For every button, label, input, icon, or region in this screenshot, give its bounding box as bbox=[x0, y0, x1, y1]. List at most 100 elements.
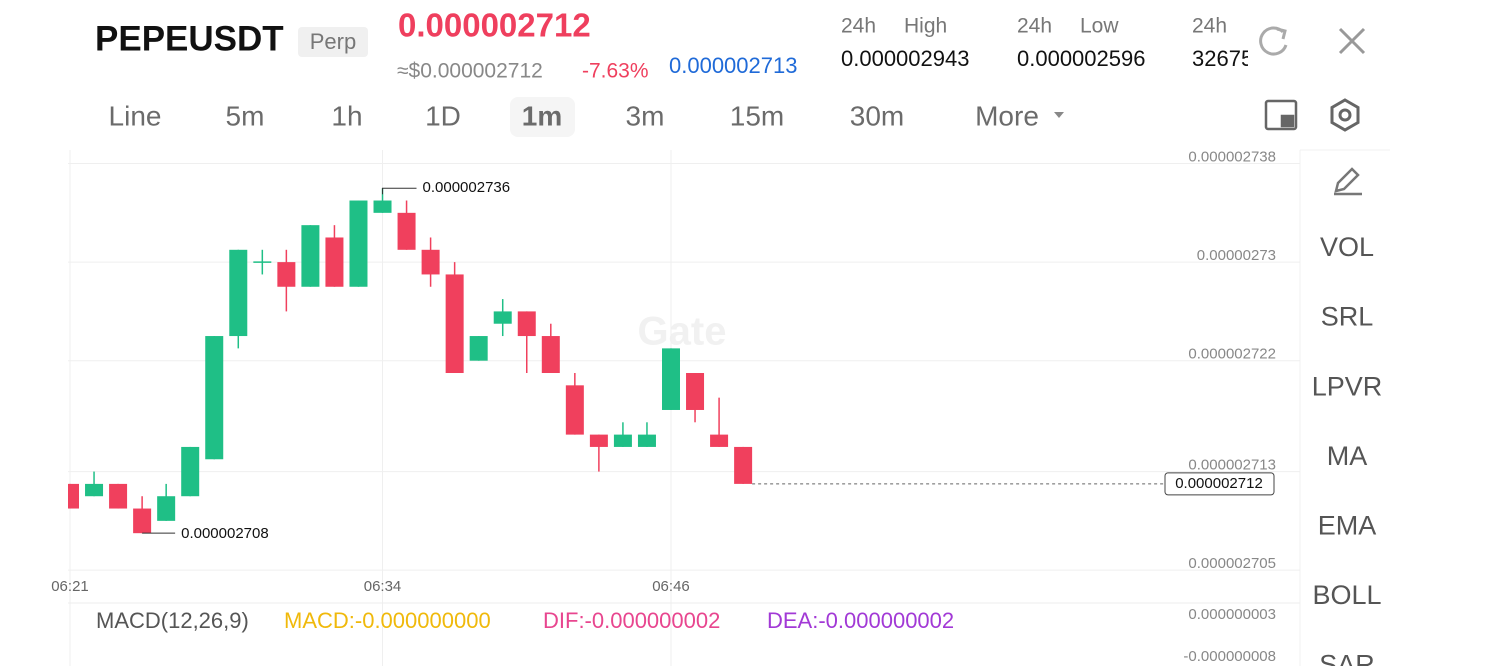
y-tick-label: 0.000002713 bbox=[1188, 457, 1276, 474]
pencil bbox=[1334, 167, 1360, 193]
chart: Gate 0.000002738 0.00000273 0.000002722 0.00… bbox=[51, 149, 1300, 666]
indicator-list: VOL SRL LPVR MA EMA BOLL SAR bbox=[1312, 232, 1383, 666]
badge: Perp bbox=[310, 29, 356, 54]
high-leader bbox=[382, 187, 417, 195]
candle-body bbox=[445, 274, 464, 374]
candle-body bbox=[397, 212, 416, 250]
candle-body bbox=[686, 373, 705, 410]
stats: 24h High 0.000002943 24h Low 0.000002596 24h 32… bbox=[841, 15, 1253, 71]
last-price-box bbox=[1164, 472, 1275, 496]
settings-icon[interactable] bbox=[1330, 98, 1360, 132]
candle-body bbox=[349, 200, 368, 287]
candle-body bbox=[277, 262, 296, 287]
candle-body bbox=[229, 249, 248, 337]
approx-price: ≈$0.000002712 bbox=[397, 60, 543, 83]
stat-label: Low bbox=[1080, 15, 1119, 38]
candle-body bbox=[493, 311, 512, 324]
indicator-button[interactable]: BOLL bbox=[1312, 580, 1381, 610]
tab[interactable]: 15m bbox=[730, 100, 784, 131]
indicator-button[interactable]: EMA bbox=[1318, 511, 1377, 541]
candle-body bbox=[68, 483, 79, 509]
x-tick-label: 06:46 bbox=[652, 578, 690, 595]
stat-period: 24h bbox=[1192, 15, 1227, 38]
x-tick-label: 06:34 bbox=[364, 578, 402, 595]
refresh-arrow bbox=[1276, 27, 1287, 40]
stat-label: High bbox=[904, 15, 947, 38]
candle-body bbox=[325, 237, 344, 287]
refresh-arc bbox=[1259, 26, 1288, 56]
candle-body bbox=[205, 336, 224, 460]
tab[interactable]: 3m bbox=[626, 100, 665, 131]
tab[interactable]: Line bbox=[109, 100, 162, 131]
y2-tick-label: 0.000000003 bbox=[1188, 606, 1276, 623]
y-tick-label: 0.00000273 bbox=[1197, 247, 1276, 264]
tab[interactable]: More bbox=[975, 100, 1039, 131]
close-icon[interactable] bbox=[1338, 27, 1366, 55]
stat-value: 0.000002596 bbox=[1017, 46, 1145, 71]
stat-value: 0.000002943 bbox=[841, 46, 969, 71]
change: -7.63% bbox=[582, 60, 649, 83]
low-label: 0.000002708 bbox=[181, 525, 269, 542]
indicator-button[interactable]: SRL bbox=[1321, 302, 1374, 332]
settings-dot bbox=[1338, 108, 1352, 122]
candle-body bbox=[734, 446, 753, 484]
indicator-button[interactable]: VOL bbox=[1320, 232, 1374, 262]
candle-body bbox=[181, 446, 200, 497]
indicator-button[interactable]: LPVR bbox=[1312, 371, 1383, 401]
candle-body bbox=[710, 434, 729, 447]
candle-body bbox=[589, 434, 608, 447]
candle-body bbox=[637, 434, 656, 447]
indicator-macd: MACD:-0.000000000 bbox=[284, 608, 491, 633]
tab[interactable]: 1D bbox=[425, 100, 461, 131]
indicator-dea: DEA:-0.000000002 bbox=[767, 608, 954, 633]
candle-body bbox=[662, 348, 680, 410]
tab[interactable]: 30m bbox=[850, 100, 904, 131]
stat-period: 24h bbox=[841, 15, 876, 38]
candle-body bbox=[133, 508, 152, 534]
stat-value: 32675 bbox=[1192, 46, 1253, 71]
price: 0.000002712 bbox=[398, 7, 591, 44]
badge-bg bbox=[298, 27, 368, 57]
mark-price: 0.000002713 bbox=[669, 53, 797, 78]
symbol: PEPEUSDT bbox=[95, 19, 284, 58]
y-tick-label: 0.000002738 bbox=[1188, 149, 1276, 166]
close-stroke bbox=[1338, 27, 1366, 55]
tab[interactable]: 1h bbox=[331, 100, 362, 131]
active-tab-bg bbox=[510, 97, 575, 137]
refresh-icon[interactable] bbox=[1259, 26, 1288, 56]
candle-body bbox=[613, 434, 632, 447]
indicator-dif: DIF:-0.000000002 bbox=[543, 608, 720, 633]
candle-body bbox=[373, 200, 392, 213]
x-tick-label: 06:21 bbox=[51, 578, 89, 595]
dropdown-arrow bbox=[1054, 112, 1064, 118]
stat-period: 24h bbox=[1017, 15, 1052, 38]
high-label: 0.000002736 bbox=[423, 179, 511, 196]
tab[interactable]: 1m bbox=[522, 100, 562, 131]
candle-body bbox=[253, 261, 272, 263]
layout-frame bbox=[1264, 99, 1298, 131]
candle-body bbox=[517, 311, 536, 337]
candle-body bbox=[541, 336, 560, 374]
candle-body bbox=[421, 249, 440, 275]
y-tick-label: 0.000002705 bbox=[1188, 555, 1276, 572]
candle-body bbox=[301, 225, 320, 287]
candle-body bbox=[469, 336, 488, 361]
candles bbox=[68, 188, 753, 534]
settings-hex bbox=[1330, 98, 1360, 132]
indicator-button[interactable]: MA bbox=[1327, 441, 1368, 471]
last-price-label: 0.000002712 bbox=[1175, 475, 1263, 492]
interval-tabs: Line 5m 1h 1D 1m 3m 15m 30m More bbox=[109, 100, 1039, 131]
indicator-button[interactable]: SAR bbox=[1319, 650, 1375, 666]
y2-tick-label: -0.000000008 bbox=[1183, 648, 1276, 665]
y-tick-label: 0.000002722 bbox=[1188, 346, 1276, 363]
draw-icon[interactable] bbox=[1334, 167, 1362, 196]
candle-body bbox=[85, 483, 104, 497]
layout-icon[interactable] bbox=[1264, 99, 1298, 131]
candle-body bbox=[157, 496, 176, 521]
candle-body bbox=[109, 483, 128, 509]
candle-body bbox=[565, 385, 584, 435]
watermark: Gate bbox=[638, 310, 727, 354]
tab[interactable]: 5m bbox=[226, 100, 265, 131]
